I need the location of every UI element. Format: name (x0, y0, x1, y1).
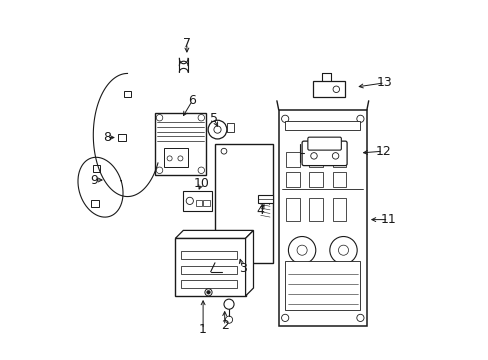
Text: 4: 4 (256, 204, 264, 217)
Circle shape (206, 291, 210, 294)
Bar (196, 200, 202, 206)
Bar (309, 198, 322, 221)
Circle shape (310, 153, 317, 159)
Circle shape (356, 115, 363, 122)
Bar (309, 152, 322, 167)
Circle shape (204, 289, 212, 296)
Bar (118, 134, 125, 141)
Bar (285, 261, 360, 310)
Bar (285, 172, 299, 187)
Polygon shape (245, 230, 253, 296)
Text: 12: 12 (374, 145, 390, 158)
Bar (332, 198, 346, 221)
Bar (181, 280, 237, 288)
Bar (285, 198, 299, 221)
Bar (227, 123, 233, 132)
Circle shape (208, 120, 226, 139)
Bar (285, 152, 299, 167)
FancyBboxPatch shape (307, 137, 341, 150)
Text: 1: 1 (199, 323, 206, 336)
Circle shape (338, 245, 348, 255)
Bar (175, 238, 245, 296)
Circle shape (167, 156, 172, 161)
Circle shape (296, 245, 306, 255)
Bar (278, 110, 366, 326)
Text: 5: 5 (209, 112, 218, 125)
Bar (285, 121, 360, 130)
Bar (155, 113, 205, 175)
Circle shape (332, 86, 339, 93)
Text: 10: 10 (193, 177, 209, 190)
Text: 11: 11 (380, 213, 396, 226)
Circle shape (329, 237, 356, 264)
Circle shape (156, 114, 163, 121)
Text: 7: 7 (183, 37, 190, 50)
Bar (312, 81, 345, 97)
Text: 2: 2 (220, 319, 228, 332)
Text: 13: 13 (376, 76, 392, 89)
Text: 9: 9 (90, 174, 98, 186)
Bar (181, 251, 237, 259)
Text: 3: 3 (238, 262, 246, 275)
FancyBboxPatch shape (302, 141, 346, 166)
Bar (215, 144, 272, 263)
Bar (181, 266, 237, 274)
Bar (183, 191, 212, 211)
Polygon shape (175, 230, 253, 238)
Circle shape (225, 316, 232, 323)
Bar (164, 148, 187, 167)
Circle shape (156, 167, 163, 174)
Bar (309, 172, 322, 187)
Bar (92, 165, 101, 172)
Circle shape (332, 153, 338, 159)
Bar (332, 152, 346, 167)
Circle shape (198, 114, 204, 121)
Circle shape (213, 126, 221, 133)
Circle shape (356, 314, 363, 321)
Bar (332, 172, 346, 187)
Circle shape (281, 314, 288, 321)
Circle shape (186, 197, 193, 204)
Bar (258, 195, 272, 203)
Bar (123, 91, 131, 97)
Circle shape (198, 167, 204, 174)
Circle shape (288, 237, 315, 264)
Bar (91, 200, 99, 207)
Circle shape (221, 148, 226, 154)
Circle shape (224, 299, 234, 309)
Text: 6: 6 (188, 94, 196, 107)
Circle shape (178, 156, 183, 161)
Bar (203, 200, 209, 206)
Circle shape (281, 115, 288, 122)
Text: 8: 8 (103, 131, 111, 144)
